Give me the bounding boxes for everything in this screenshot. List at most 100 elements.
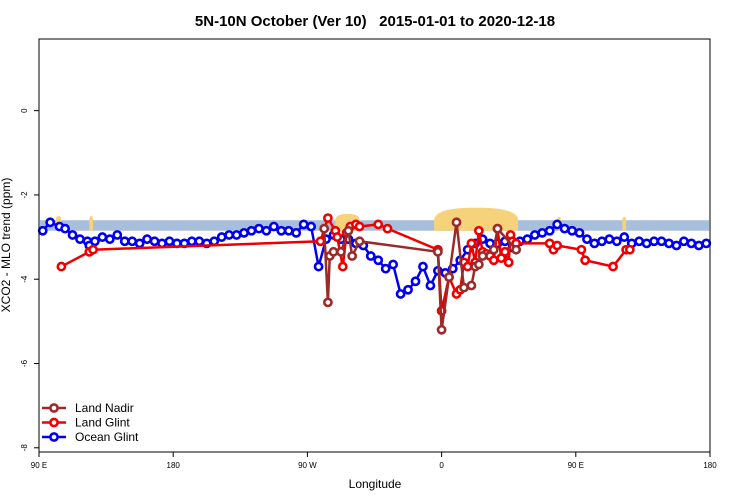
x-tick-label: 90 E	[31, 461, 47, 470]
data-point-ocean-glint	[679, 236, 689, 247]
data-point-ocean-glint	[537, 227, 548, 238]
data-point-ocean-glint	[67, 230, 78, 240]
data-point-ocean-glint	[656, 236, 667, 247]
data-point-ocean-glint	[313, 261, 324, 272]
data-point-land-glint	[466, 238, 477, 249]
data-point-land-nadir	[459, 282, 469, 293]
data-point-ocean-glint	[395, 289, 406, 299]
series-layer	[37, 213, 712, 335]
data-point-ocean-glint	[522, 234, 533, 245]
data-point-land-nadir	[354, 236, 365, 247]
data-point-ocean-glint	[164, 236, 175, 247]
data-point-land-glint	[608, 261, 618, 272]
data-point-land-nadir	[436, 324, 447, 335]
x-tick-label: 180	[167, 461, 181, 470]
data-point-ocean-glint	[276, 225, 287, 236]
data-point-ocean-glint	[388, 259, 399, 270]
legend-label: Ocean Glint	[75, 430, 139, 444]
data-point-land-glint	[354, 221, 365, 232]
data-point-ocean-glint	[604, 234, 615, 245]
data-point-ocean-glint	[246, 225, 257, 236]
data-point-ocean-glint	[306, 221, 317, 232]
data-point-ocean-glint	[97, 232, 108, 242]
data-point-ocean-glint	[418, 261, 428, 272]
data-point-ocean-glint	[209, 236, 220, 247]
data-point-land-glint	[332, 232, 343, 242]
data-point-land-glint	[382, 223, 393, 234]
x-axis: 90 E 180 90 W 0 90 E 180	[31, 452, 717, 470]
data-point-ocean-glint	[403, 284, 413, 295]
data-point-land-glint	[88, 244, 98, 255]
y-tick-label: -6	[20, 359, 29, 367]
data-point-ocean-glint	[611, 236, 622, 247]
data-point-ocean-glint	[268, 221, 279, 232]
chart-title: 5N-10N October (Ver 10) 2015-01-01 to 20…	[195, 13, 555, 30]
data-point-land-glint	[56, 261, 67, 272]
data-point-ocean-glint	[127, 236, 138, 247]
y-axis-label: XCO2 - MLO trend (ppm)	[0, 178, 13, 313]
data-point-ocean-glint	[380, 263, 391, 274]
x-tick-label: 90 W	[298, 461, 317, 470]
data-point-land-nadir	[511, 244, 522, 255]
land-bump-3	[89, 216, 94, 231]
data-point-ocean-glint	[283, 225, 294, 236]
plot-frame	[38, 38, 711, 453]
y-tick-label: -2	[20, 191, 29, 199]
data-point-ocean-glint	[589, 238, 600, 249]
data-point-ocean-glint	[664, 238, 674, 249]
data-point-land-glint	[500, 246, 510, 257]
data-point-ocean-glint	[596, 236, 607, 247]
series-land-nadir	[319, 217, 522, 335]
data-point-ocean-glint	[112, 230, 123, 240]
data-point-land-glint	[552, 240, 563, 251]
data-point-ocean-glint	[365, 251, 376, 261]
data-point-ocean-glint	[60, 223, 70, 234]
data-point-land-nadir	[477, 251, 488, 261]
data-point-ocean-glint	[119, 236, 130, 247]
data-point-ocean-glint	[37, 225, 48, 236]
land-bump-5	[622, 216, 627, 231]
data-point-ocean-glint	[239, 227, 249, 238]
data-point-ocean-glint	[291, 227, 302, 238]
data-point-ocean-glint	[529, 230, 540, 240]
data-point-land-nadir	[323, 297, 333, 308]
data-point-ocean-glint	[90, 236, 100, 247]
y-tick-label: -8	[20, 444, 29, 452]
data-point-land-nadir	[451, 217, 462, 228]
data-point-land-glint	[337, 261, 348, 272]
data-point-ocean-glint	[254, 223, 264, 234]
data-point-ocean-glint	[701, 238, 712, 249]
data-point-ocean-glint	[231, 230, 242, 240]
data-point-land-glint	[315, 236, 326, 247]
data-point-land-nadir	[466, 280, 477, 291]
y-tick-label: -4	[20, 275, 29, 283]
data-point-ocean-glint	[582, 234, 592, 245]
data-point-land-nadir	[432, 246, 443, 257]
data-point-ocean-glint	[410, 276, 421, 287]
data-point-land-nadir	[488, 244, 499, 255]
legend-item-ocean-glint: Ocean Glint	[42, 430, 139, 444]
x-tick-label: 0	[439, 461, 444, 470]
data-point-ocean-glint	[149, 236, 160, 247]
data-point-ocean-glint	[552, 219, 563, 230]
legend-label: Land Nadir	[75, 401, 134, 415]
data-point-ocean-glint	[186, 236, 197, 247]
data-point-ocean-glint	[216, 232, 227, 242]
legend-label: Land Glint	[75, 416, 130, 430]
data-point-ocean-glint	[224, 230, 235, 240]
x-tick-label: 180	[703, 461, 717, 470]
data-point-ocean-glint	[559, 223, 570, 234]
data-point-land-glint	[473, 225, 484, 236]
data-point-land-glint	[488, 255, 499, 266]
data-point-ocean-glint	[261, 225, 272, 236]
data-point-ocean-glint	[634, 236, 645, 247]
data-point-ocean-glint	[693, 240, 704, 251]
data-point-land-nadir	[343, 225, 354, 236]
data-point-ocean-glint	[544, 225, 555, 236]
data-point-land-nadir	[473, 259, 484, 270]
legend-swatch-marker	[49, 403, 59, 413]
legend-item-land-nadir: Land Nadir	[42, 401, 134, 415]
data-point-land-nadir	[319, 223, 330, 234]
y-tick-label: 0	[20, 108, 29, 113]
data-point-land-glint	[624, 244, 635, 255]
